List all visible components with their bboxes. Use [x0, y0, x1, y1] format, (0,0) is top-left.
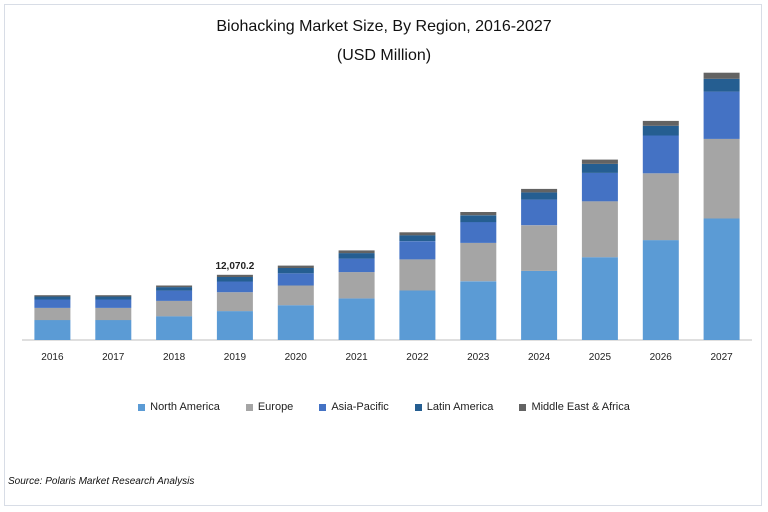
legend-item-north-america: North America — [138, 401, 220, 413]
chart-title: Biohacking Market Size, By Region, 2016-… — [216, 18, 552, 35]
legend-item-asia-pacific: Asia-Pacific — [319, 401, 389, 413]
bar-segment-2017-latin-america — [95, 296, 132, 300]
bar-segment-2016-middle-east-africa — [34, 295, 71, 297]
data-label-2019: 12,070.2 — [215, 261, 254, 272]
bar-segment-2018-europe — [156, 300, 193, 317]
legend-label: Latin America — [426, 401, 494, 413]
bar-segment-2018-asia-pacific — [156, 290, 193, 301]
bar-segment-2022-north-america — [399, 290, 436, 340]
bar-segment-2025-europe — [581, 201, 618, 258]
bar-segment-2024-europe — [521, 225, 558, 271]
bar-segment-2024-middle-east-africa — [521, 188, 558, 193]
bar-segment-2021-europe — [338, 272, 375, 299]
legend-label: Asia-Pacific — [331, 401, 389, 413]
x-tick-label-2027: 2027 — [710, 352, 733, 363]
bar-segment-2019-latin-america — [216, 277, 253, 282]
bar-segment-2021-north-america — [338, 298, 375, 340]
bar-segment-2019-asia-pacific — [216, 281, 253, 293]
bar-segment-2018-latin-america — [156, 287, 193, 291]
bar-segment-2026-north-america — [642, 240, 679, 340]
bar-segment-2021-latin-america — [338, 253, 375, 259]
bar-segment-2021-asia-pacific — [338, 258, 375, 273]
bar-segment-2026-latin-america — [642, 125, 679, 136]
bar-segment-2016-latin-america — [34, 296, 71, 300]
bar-segment-2027-middle-east-africa — [703, 72, 740, 79]
x-tick-label-2022: 2022 — [406, 352, 429, 363]
legend-item-europe: Europe — [245, 401, 294, 413]
bar-segment-2017-north-america — [95, 320, 132, 340]
bar-segment-2024-asia-pacific — [521, 199, 558, 226]
legend-item-latin-america: Latin America — [414, 401, 494, 413]
bar-segment-2026-asia-pacific — [642, 135, 679, 174]
bar-segment-2020-middle-east-africa — [277, 265, 314, 268]
bar-segment-2020-latin-america — [277, 268, 314, 274]
bar-segment-2019-north-america — [216, 311, 253, 340]
bar-segment-2026-europe — [642, 173, 679, 241]
legend-item-middle-east-africa: Middle East & Africa — [519, 401, 630, 413]
bar-segment-2016-asia-pacific — [34, 299, 71, 308]
legend-label: Middle East & Africa — [531, 401, 630, 413]
bar-segment-2022-asia-pacific — [399, 241, 436, 260]
legend-swatch — [245, 403, 253, 411]
x-tick-label-2019: 2019 — [224, 352, 247, 363]
bar-segment-2023-latin-america — [460, 215, 497, 223]
bar-segment-2017-europe — [95, 307, 132, 321]
bar-segment-2023-asia-pacific — [460, 222, 497, 243]
bar-segment-2016-europe — [34, 307, 71, 321]
bar-segment-2020-europe — [277, 285, 314, 306]
x-tick-label-2021: 2021 — [345, 352, 368, 363]
bar-segment-2016-north-america — [34, 320, 71, 340]
source-note: Source: Polaris Market Research Analysis — [8, 476, 195, 487]
bar-segment-2026-middle-east-africa — [642, 120, 679, 126]
x-tick-label-2018: 2018 — [163, 352, 186, 363]
bar-segment-2024-latin-america — [521, 192, 558, 200]
x-tick-label-2024: 2024 — [528, 352, 551, 363]
x-tick-label-2017: 2017 — [102, 352, 125, 363]
bar-segment-2023-middle-east-africa — [460, 212, 497, 216]
bar-segment-2019-europe — [216, 292, 253, 312]
bar-segment-2022-latin-america — [399, 235, 436, 242]
bar-segment-2022-europe — [399, 259, 436, 291]
bar-segment-2020-north-america — [277, 305, 314, 340]
chart-subtitle: (USD Million) — [336, 47, 432, 64]
legend-swatch — [519, 403, 527, 411]
x-tick-label-2016: 2016 — [41, 352, 64, 363]
legend-swatch — [319, 403, 327, 411]
bar-segment-2027-europe — [703, 138, 740, 219]
bar-segment-2025-asia-pacific — [581, 172, 618, 202]
bar-segment-2018-middle-east-africa — [156, 285, 193, 288]
bar-segment-2018-north-america — [156, 316, 193, 340]
chart-legend: North America Europe Asia-Pacific Latin Ame… — [0, 401, 768, 413]
x-tick-label-2025: 2025 — [589, 352, 612, 363]
bar-segment-2021-middle-east-africa — [338, 250, 375, 254]
bar-segment-2027-asia-pacific — [703, 91, 740, 139]
x-tick-label-2023: 2023 — [467, 352, 490, 363]
legend-swatch — [414, 403, 422, 411]
bar-segment-2022-middle-east-africa — [399, 232, 436, 236]
chart-frame — [4, 4, 762, 506]
bar-segment-2023-north-america — [460, 281, 497, 340]
legend-swatch — [138, 403, 146, 411]
x-tick-label-2026: 2026 — [650, 352, 673, 363]
bar-segment-2025-north-america — [581, 257, 618, 340]
legend-label: Europe — [257, 401, 294, 413]
bar-segment-2019-middle-east-africa — [216, 274, 253, 277]
bar-segment-2025-latin-america — [581, 164, 618, 173]
bar-segment-2024-north-america — [521, 270, 558, 340]
bar-segment-2023-europe — [460, 242, 497, 282]
bar-segment-2017-asia-pacific — [95, 299, 132, 308]
bar-segment-2027-latin-america — [703, 78, 740, 92]
legend-label: North America — [150, 401, 220, 413]
bar-segment-2020-asia-pacific — [277, 273, 314, 286]
x-tick-label-2020: 2020 — [285, 352, 308, 363]
bar-segment-2025-middle-east-africa — [581, 159, 618, 164]
bar-segment-2017-middle-east-africa — [95, 295, 132, 297]
bar-segment-2027-north-america — [703, 218, 740, 340]
